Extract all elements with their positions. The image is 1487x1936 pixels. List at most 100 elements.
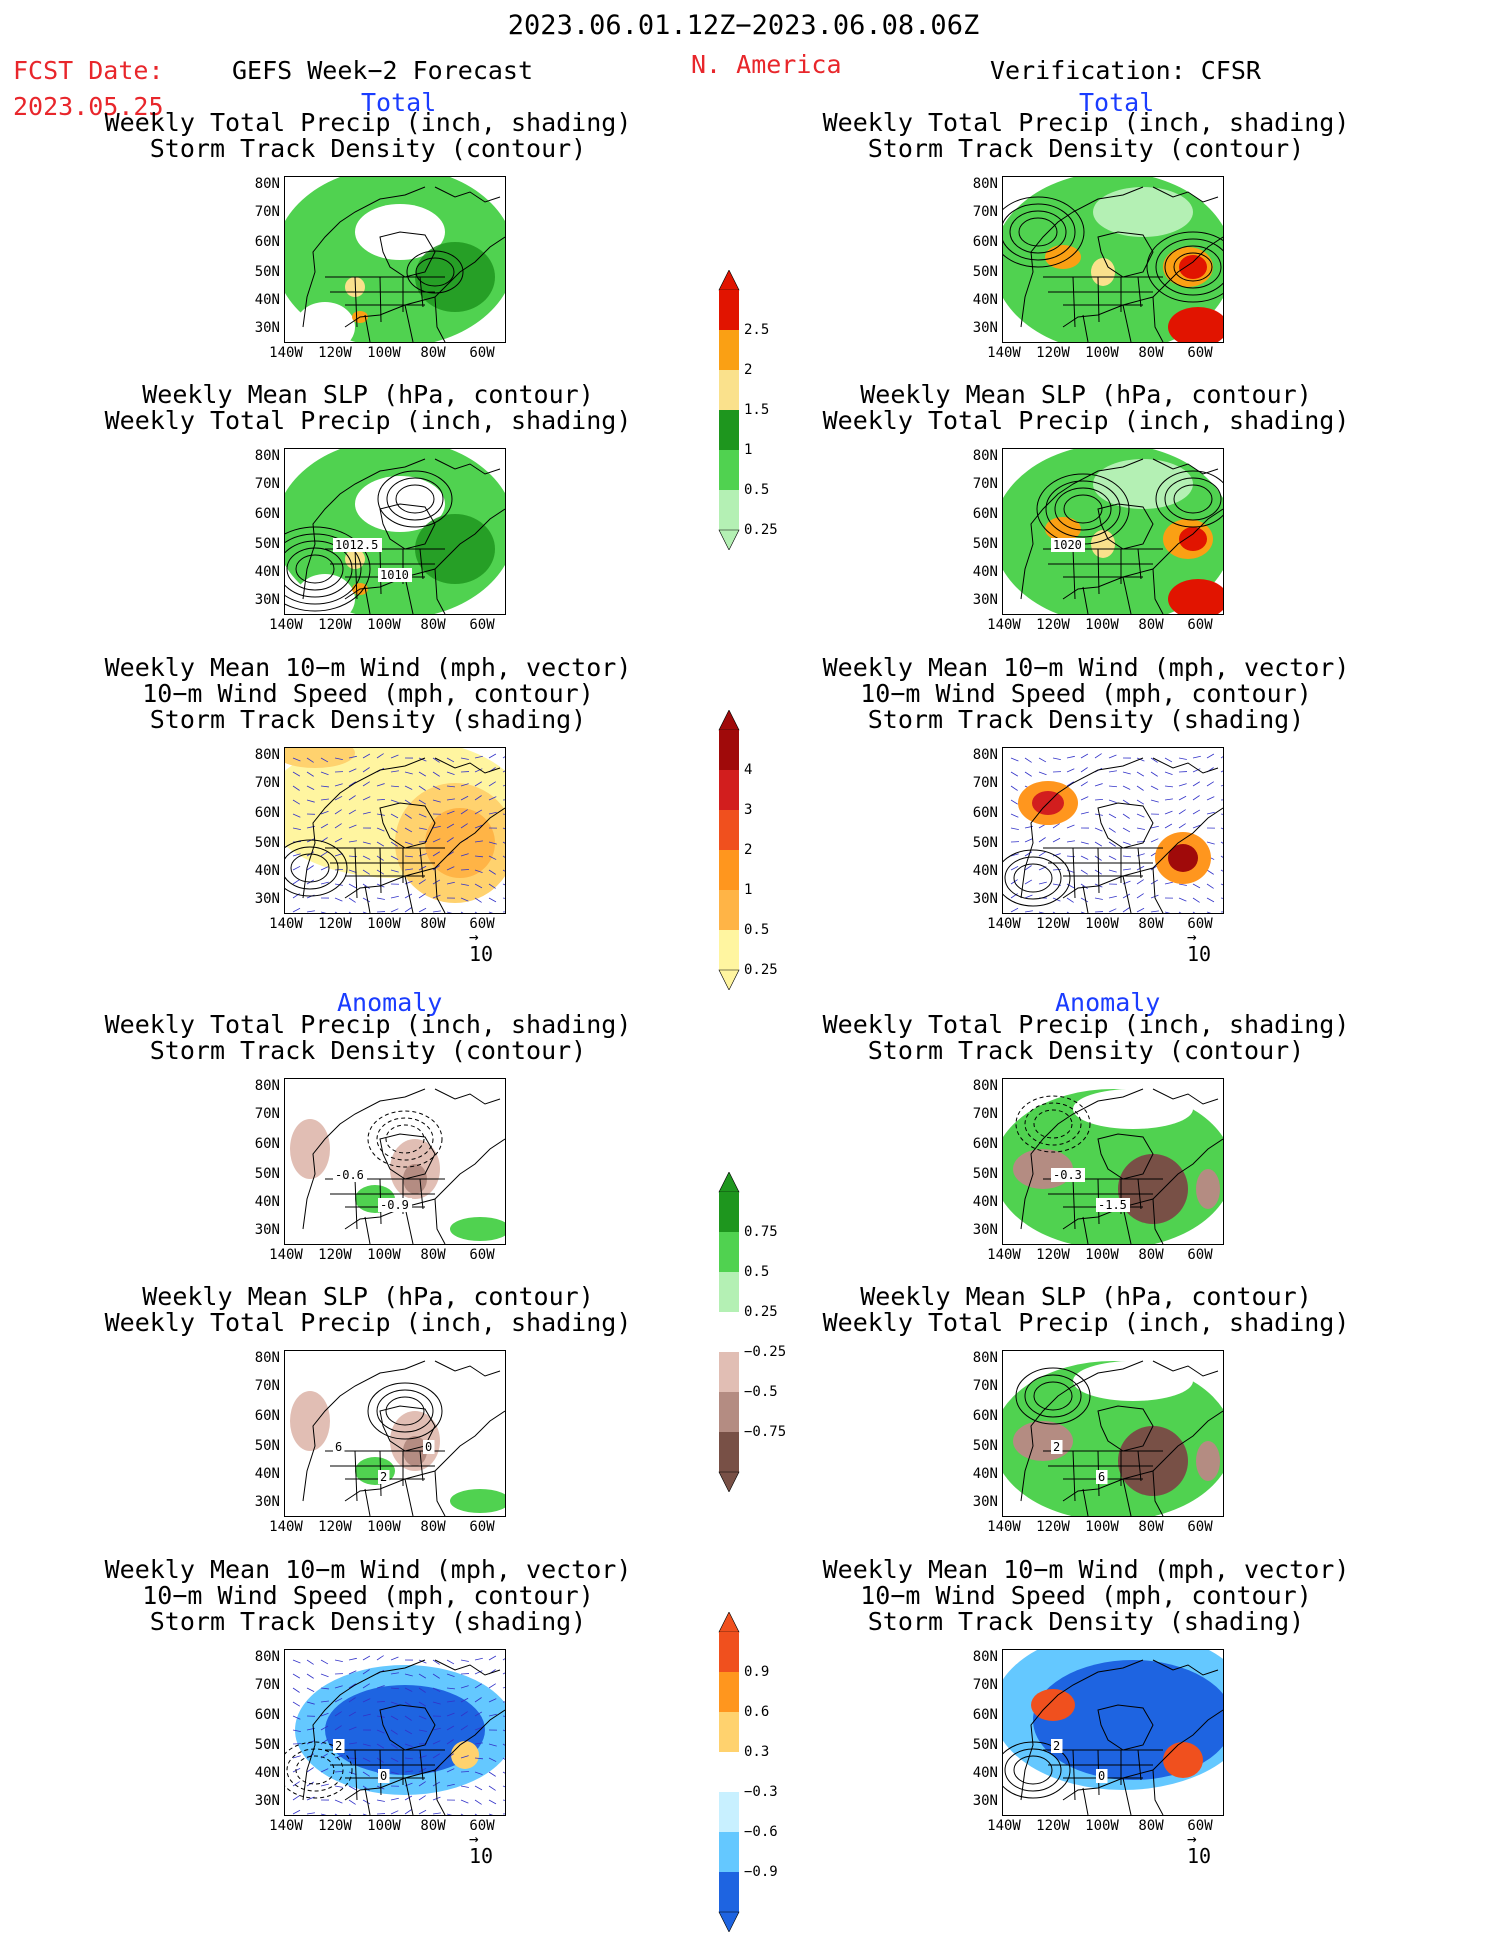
lon-tick-label: 120W: [310, 916, 360, 932]
lat-tick-label: 40N: [240, 1194, 280, 1210]
lat-tick-label: 70N: [240, 1106, 280, 1122]
vf-slp-total-map: 1020: [1002, 448, 1224, 615]
lon-tick-label: 120W: [310, 1247, 360, 1263]
lon-tick-label: 60W: [1175, 617, 1225, 633]
panel-title-line: Storm Track Density (shading): [8, 1609, 728, 1634]
contour-label: 6: [335, 1440, 342, 1454]
fc-precip-anom-map: -0.6-0.9: [284, 1078, 506, 1245]
lon-tick-label: 140W: [261, 345, 311, 361]
lon-tick-label: 120W: [1028, 1247, 1078, 1263]
contour-label: 2: [380, 1470, 387, 1484]
lat-tick-label: 40N: [958, 1194, 998, 1210]
lat-tick-label: 70N: [240, 775, 280, 791]
fc-slp-total-map: 1012.5 1010: [284, 448, 506, 615]
colorbar-segment: [719, 1352, 739, 1392]
lat-tick-label: 80N: [240, 1078, 280, 1094]
lat-tick-label: 80N: [240, 747, 280, 763]
date-range-title: 2023.06.01.12Z−2023.06.08.06Z: [0, 12, 1487, 39]
track-anom-shade: [1163, 1742, 1203, 1778]
colorbar-segment: [719, 1272, 739, 1312]
lon-tick-label: 80W: [1126, 345, 1176, 361]
lat-tick-label: 60N: [240, 506, 280, 522]
coastline: [405, 1207, 413, 1244]
precip-shade-mod: [1091, 530, 1115, 558]
colorbar-segment: [719, 1312, 739, 1352]
precip-anom-dry: [1118, 1426, 1188, 1496]
contour-label: 0: [1098, 1769, 1105, 1783]
lat-tick-label: 50N: [240, 1737, 280, 1753]
lat-tick-label: 30N: [240, 1222, 280, 1238]
lon-tick-label: 80W: [408, 1519, 458, 1535]
lat-tick-label: 30N: [240, 592, 280, 608]
contour-label: 1012.5: [335, 538, 378, 552]
precip-anom-dry: [290, 1119, 330, 1179]
lat-tick-label: 30N: [958, 320, 998, 336]
lon-tick-label: 100W: [1077, 916, 1127, 932]
lat-tick-label: 70N: [958, 476, 998, 492]
lat-tick-label: 80N: [958, 448, 998, 464]
lon-tick-label: 140W: [979, 617, 1029, 633]
colorbar-label: −0.75: [744, 1424, 786, 1440]
lon-tick-label: 100W: [359, 1247, 409, 1263]
precip-shade-extreme: [1179, 255, 1207, 279]
panel-title-line: Weekly Total Precip (inch, shading): [726, 408, 1446, 433]
precip-anom-dry: [1118, 1154, 1188, 1224]
lon-tick-label: 140W: [261, 617, 311, 633]
lat-tick-label: 60N: [958, 506, 998, 522]
vector-ref-arrow-icon: →: [1187, 932, 1211, 942]
lat-tick-label: 60N: [240, 805, 280, 821]
lat-tick-label: 80N: [240, 1350, 280, 1366]
lat-tick-label: 60N: [958, 1408, 998, 1424]
colorbar-label: −0.9: [744, 1864, 778, 1880]
precip-anom-neutral: [1073, 1089, 1193, 1129]
contour-label: 1020: [1053, 538, 1082, 552]
lon-tick-label: 140W: [979, 345, 1029, 361]
colorbar-segment: [719, 1872, 739, 1912]
lon-tick-label: 80W: [408, 617, 458, 633]
lat-tick-label: 50N: [958, 1166, 998, 1182]
lat-tick-label: 70N: [958, 775, 998, 791]
colorbar-segment: [719, 1432, 739, 1472]
lat-tick-label: 50N: [240, 1166, 280, 1182]
lat-tick-label: 70N: [958, 1378, 998, 1394]
panel-title-line: 10−m Wind Speed (mph, contour): [726, 1583, 1446, 1608]
panel-title-line: 10−m Wind Speed (mph, contour): [726, 681, 1446, 706]
coastline: [435, 1199, 445, 1244]
lat-tick-label: 50N: [958, 536, 998, 552]
lon-tick-label: 120W: [1028, 1818, 1078, 1834]
lat-tick-label: 30N: [958, 1793, 998, 1809]
lon-tick-label: 120W: [310, 345, 360, 361]
lat-tick-label: 50N: [240, 835, 280, 851]
fc-precip-total-map: [284, 176, 506, 343]
lat-tick-label: 40N: [958, 564, 998, 580]
vector-ref-arrow-icon: →: [469, 1834, 493, 1844]
lat-tick-label: 70N: [240, 1677, 280, 1693]
lat-tick-label: 30N: [240, 1793, 280, 1809]
lon-tick-label: 100W: [1077, 1247, 1127, 1263]
panel-title-line: Storm Track Density (contour): [726, 136, 1446, 161]
colorbar-segment: [719, 770, 739, 810]
colorbar-label: −0.5: [744, 1384, 778, 1400]
vector-ref-arrow-icon: →: [1187, 1834, 1211, 1844]
colorbar-segment: [719, 850, 739, 890]
colorbar-label: 3: [744, 802, 752, 818]
right-column-title: Verification: CFSR: [990, 58, 1261, 83]
colorbar-segment: [719, 1712, 739, 1752]
precip-shade-light: [1093, 187, 1193, 237]
lon-tick-label: 60W: [1175, 916, 1225, 932]
lat-tick-label: 30N: [240, 891, 280, 907]
coastline: [1153, 758, 1218, 773]
colorbar-label: 0.5: [744, 482, 769, 498]
precip-anom-wet: [450, 1489, 505, 1513]
colorbar-segment: [719, 1632, 739, 1672]
lat-tick-label: 40N: [240, 1765, 280, 1781]
lon-tick-label: 140W: [261, 1818, 311, 1834]
panel-title-line: Weekly Mean SLP (hPa, contour): [726, 1284, 1446, 1309]
lon-tick-label: 100W: [359, 345, 409, 361]
colorbar-label: 0.75: [744, 1224, 778, 1240]
lon-tick-label: 120W: [1028, 916, 1078, 932]
contour-label: 1010: [380, 568, 409, 582]
lon-tick-label: 60W: [1175, 345, 1225, 361]
